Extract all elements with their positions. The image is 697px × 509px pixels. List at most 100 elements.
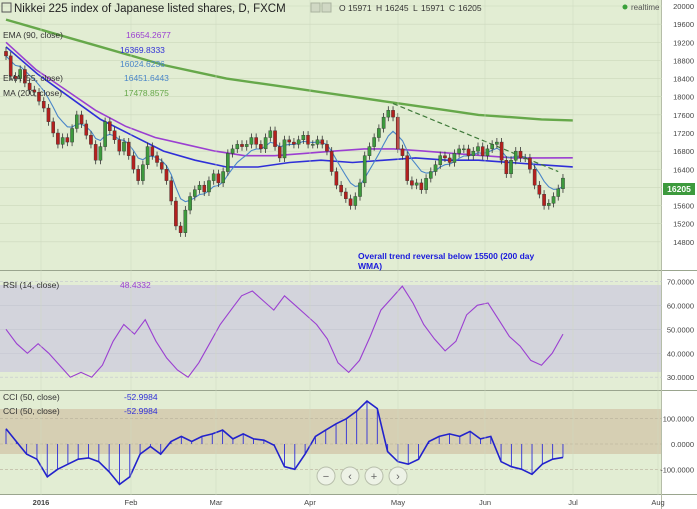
candle-down: [32, 89, 37, 93]
candle-down: [79, 114, 84, 125]
candle-up: [282, 139, 287, 159]
price-tick-label: 16400: [673, 165, 694, 174]
header-settings-icon[interactable]: [310, 2, 321, 13]
candle-down: [447, 157, 452, 163]
candle-down: [277, 146, 282, 159]
candle-up: [221, 171, 225, 184]
zoom-in-button[interactable]: +: [364, 466, 384, 486]
candle-down: [41, 101, 46, 109]
price-pane-bg: [0, 0, 662, 270]
cci-label[interactable]: CCI (50, close): [3, 406, 60, 416]
price-tick-label: 16800: [673, 147, 694, 156]
candle-up: [301, 135, 306, 141]
candle-down: [136, 169, 140, 181]
indicator-value: 17478.8575: [124, 88, 169, 98]
indicator-value: 16654.2677: [126, 30, 171, 40]
candle-down: [150, 146, 155, 156]
scroll-right-button[interactable]: ›: [388, 466, 408, 486]
price-pane: [0, 5, 662, 243]
candle-up: [296, 139, 301, 145]
candle-down: [410, 180, 414, 186]
chart-menu-icon[interactable]: [1, 2, 12, 13]
candle-down: [112, 130, 117, 141]
candle-up: [513, 150, 518, 161]
candle-down: [8, 55, 13, 77]
candle-up: [561, 177, 565, 189]
candle-down: [155, 155, 159, 163]
candle-down: [306, 135, 310, 145]
candle-down: [528, 157, 532, 170]
candle-down: [259, 144, 263, 150]
candle-down: [169, 180, 174, 202]
time-tick-label: Aug: [651, 498, 664, 507]
candle-up: [490, 144, 494, 150]
rsi-tick-label: 40.0000: [667, 349, 694, 358]
candle-down: [466, 148, 471, 156]
candle-down: [159, 162, 164, 170]
candle-down: [419, 182, 424, 190]
header-visibility-icon[interactable]: [321, 2, 332, 13]
candle-up: [311, 144, 315, 146]
candle-down: [216, 173, 221, 184]
candle-down: [37, 91, 41, 102]
candle-up: [495, 141, 499, 145]
candle-up: [547, 203, 551, 206]
price-tick-label: 17200: [673, 129, 694, 138]
indicator-value: 16451.6443: [124, 73, 169, 83]
rsi-tick-label: 70.0000: [667, 277, 694, 286]
cci-value: -52.9984: [124, 406, 158, 416]
candle-down: [4, 51, 8, 57]
svg-text:›: ›: [396, 471, 400, 483]
zoom-out-button[interactable]: −: [316, 466, 336, 486]
time-tick-label: Apr: [304, 498, 316, 507]
ohlc-low-label: L: [413, 3, 418, 13]
candle-up: [367, 146, 372, 156]
scroll-left-button[interactable]: ‹: [340, 466, 360, 486]
candle-up: [523, 157, 527, 160]
candle-up: [362, 155, 367, 184]
candle-down: [334, 171, 339, 186]
candle-down: [518, 150, 523, 159]
candle-up: [98, 146, 103, 161]
candle-down: [542, 194, 546, 206]
indicator-value: 16369.8333: [120, 45, 165, 55]
candle-down: [108, 121, 112, 131]
candle-down: [56, 132, 60, 145]
candle-down: [89, 135, 93, 145]
cci-tick-label: 0.0000: [671, 440, 694, 449]
candle-up: [433, 164, 438, 172]
rsi-label[interactable]: RSI (14, close): [3, 280, 59, 290]
candle-down: [348, 198, 353, 206]
candle-up: [122, 141, 126, 152]
ohlc-low-value: 15971: [421, 3, 445, 13]
candle-down: [405, 155, 410, 181]
candle-up: [386, 110, 391, 118]
indicator-label[interactable]: EMA (90, close): [3, 30, 63, 40]
candle-up: [551, 196, 556, 204]
candle-up: [192, 189, 197, 197]
rsi-pane: [0, 281, 662, 378]
rsi-tick-label: 60.0000: [667, 301, 694, 310]
candle-down: [93, 144, 98, 161]
candle-down: [27, 82, 32, 91]
candle-up: [377, 128, 381, 138]
trend-annotation-line2: WMA): [358, 261, 382, 271]
cci-label[interactable]: CCI (50, close): [3, 392, 60, 402]
rsi-axis-bg: [662, 271, 697, 390]
indicator-label[interactable]: MA (200, close): [3, 88, 62, 98]
candle-up: [263, 137, 268, 150]
candle-up: [197, 184, 202, 190]
candle-down: [51, 121, 55, 134]
candle-up: [145, 146, 150, 165]
candle-down: [65, 137, 70, 143]
time-tick-label: Feb: [125, 498, 138, 507]
candle-up: [476, 146, 480, 152]
candle-down: [391, 110, 395, 118]
candle-down: [400, 148, 405, 156]
candle-down: [325, 144, 329, 152]
candle-up: [103, 121, 107, 147]
candle-down: [240, 144, 244, 147]
candle-up: [358, 182, 362, 197]
indicator-legend: EMA (90, close) 16654.2677 16369.8333 16…: [3, 30, 171, 98]
indicator-label[interactable]: EMA (55, close): [3, 73, 63, 83]
